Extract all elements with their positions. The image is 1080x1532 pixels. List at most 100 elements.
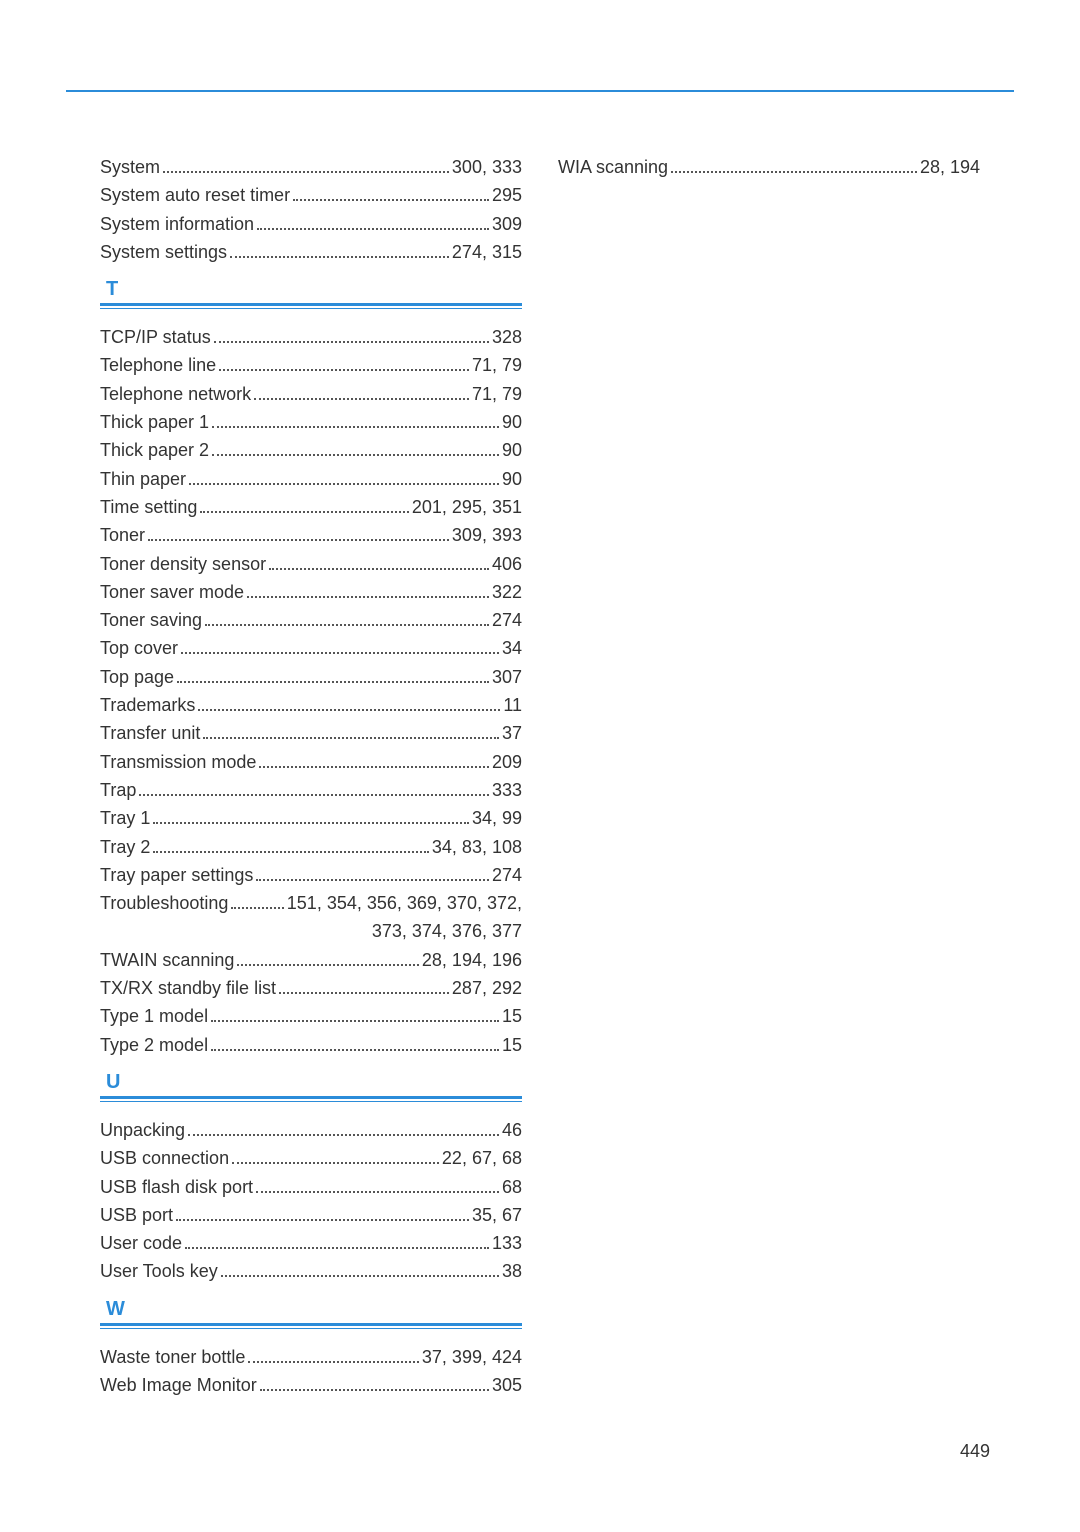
index-term: User code — [100, 1231, 182, 1255]
top-rule — [66, 90, 1014, 92]
leader-dots — [248, 1348, 419, 1362]
index-pages: 90 — [502, 438, 522, 462]
index-term: USB connection — [100, 1146, 229, 1170]
index-term: Tray paper settings — [100, 863, 253, 887]
index-pages: 35, 67 — [472, 1203, 522, 1227]
index-term: Type 1 model — [100, 1004, 208, 1028]
index-term: Toner saving — [100, 608, 202, 632]
index-term: Unpacking — [100, 1118, 185, 1142]
index-term: Waste toner bottle — [100, 1345, 245, 1369]
index-entry: USB port35, 67 — [100, 1203, 522, 1227]
index-entry: Toner saver mode322 — [100, 580, 522, 604]
index-pages-continued: 373, 374, 376, 377 — [100, 919, 522, 943]
leader-dots — [230, 244, 449, 258]
page-number: 449 — [960, 1441, 990, 1462]
index-term: Trap — [100, 778, 136, 802]
leader-dots — [671, 159, 917, 173]
section-rule — [100, 303, 522, 309]
index-pages: 151, 354, 356, 369, 370, 372, — [287, 891, 522, 915]
section-rule — [100, 1323, 522, 1329]
leader-dots — [211, 1036, 499, 1050]
index-entry: Trademarks11 — [100, 693, 522, 717]
index-pages: 34, 83, 108 — [432, 835, 522, 859]
index-pages: 37, 399, 424 — [422, 1345, 522, 1369]
leader-dots — [177, 668, 489, 682]
index-term: System auto reset timer — [100, 183, 290, 207]
index-entry: Transfer unit37 — [100, 721, 522, 745]
index-term: Thin paper — [100, 467, 186, 491]
index-term: Troubleshooting — [100, 891, 228, 915]
index-term: Type 2 model — [100, 1033, 208, 1057]
leader-dots — [176, 1206, 469, 1220]
leader-dots — [293, 187, 489, 201]
index-pages: 71, 79 — [472, 353, 522, 377]
leader-dots — [212, 442, 499, 456]
index-term: TX/RX standby file list — [100, 976, 276, 1000]
index-pages: 28, 194 — [920, 155, 980, 179]
index-pages: 274 — [492, 863, 522, 887]
section-heading: W — [106, 1298, 522, 1321]
index-entry: Transmission mode209 — [100, 750, 522, 774]
leader-dots — [148, 527, 449, 541]
leader-dots — [212, 414, 499, 428]
index-pages: 90 — [502, 410, 522, 434]
leader-dots — [203, 725, 499, 739]
index-entry: Type 1 model 15 — [100, 1004, 522, 1028]
left-column: System300, 333System auto reset timer295… — [100, 155, 522, 1401]
leader-dots — [214, 329, 489, 343]
index-pages: 22, 67, 68 — [442, 1146, 522, 1170]
index-pages: 28, 194, 196 — [422, 948, 522, 972]
index-entry: Time setting201, 295, 351 — [100, 495, 522, 519]
leader-dots — [269, 555, 489, 569]
index-entry: Trap 333 — [100, 778, 522, 802]
leader-dots — [188, 1122, 499, 1136]
leader-dots — [237, 951, 419, 965]
index-term: Transfer unit — [100, 721, 200, 745]
index-entry: Waste toner bottle 37, 399, 424 — [100, 1345, 522, 1369]
leader-dots — [260, 1377, 489, 1391]
leader-dots — [219, 357, 469, 371]
leader-dots — [231, 895, 283, 909]
index-term: USB flash disk port — [100, 1175, 253, 1199]
index-term: Telephone network — [100, 382, 251, 406]
leader-dots — [256, 1178, 499, 1192]
leader-dots — [259, 753, 489, 767]
index-term: TWAIN scanning — [100, 948, 234, 972]
index-entry: TWAIN scanning 28, 194, 196 — [100, 948, 522, 972]
index-pages: 15 — [502, 1004, 522, 1028]
leader-dots — [153, 838, 429, 852]
index-entry: Tray paper settings 274 — [100, 863, 522, 887]
index-term: Telephone line — [100, 353, 216, 377]
index-entry: Troubleshooting 151, 354, 356, 369, 370, … — [100, 891, 522, 944]
index-pages: 133 — [492, 1231, 522, 1255]
leader-dots — [247, 583, 489, 597]
index-entry: Thick paper 190 — [100, 410, 522, 434]
index-pages: 309, 393 — [452, 523, 522, 547]
index-pages: 305 — [492, 1373, 522, 1397]
index-term: WIA scanning — [558, 155, 668, 179]
index-term: Toner saver mode — [100, 580, 244, 604]
leader-dots — [185, 1235, 489, 1249]
index-term: Toner — [100, 523, 145, 547]
leader-dots — [254, 385, 469, 399]
right-column: WIA scanning 28, 194 — [558, 155, 980, 1401]
index-entry: System information309 — [100, 212, 522, 236]
index-term: Trademarks — [100, 693, 195, 717]
index-entry: User code 133 — [100, 1231, 522, 1255]
index-pages: 38 — [502, 1259, 522, 1283]
index-entry: Tray 134, 99 — [100, 806, 522, 830]
index-term: User Tools key — [100, 1259, 218, 1283]
index-pages: 274, 315 — [452, 240, 522, 264]
index-pages: 333 — [492, 778, 522, 802]
index-entry: Tray 234, 83, 108 — [100, 835, 522, 859]
leader-dots — [279, 980, 449, 994]
index-pages: 68 — [502, 1175, 522, 1199]
index-entry: Top cover34 — [100, 636, 522, 660]
leader-dots — [211, 1008, 499, 1022]
index-term: Toner density sensor — [100, 552, 266, 576]
index-term: System — [100, 155, 160, 179]
index-entry: System settings274, 315 — [100, 240, 522, 264]
index-entry: User Tools key 38 — [100, 1259, 522, 1283]
index-term: Top cover — [100, 636, 178, 660]
leader-dots — [139, 782, 489, 796]
